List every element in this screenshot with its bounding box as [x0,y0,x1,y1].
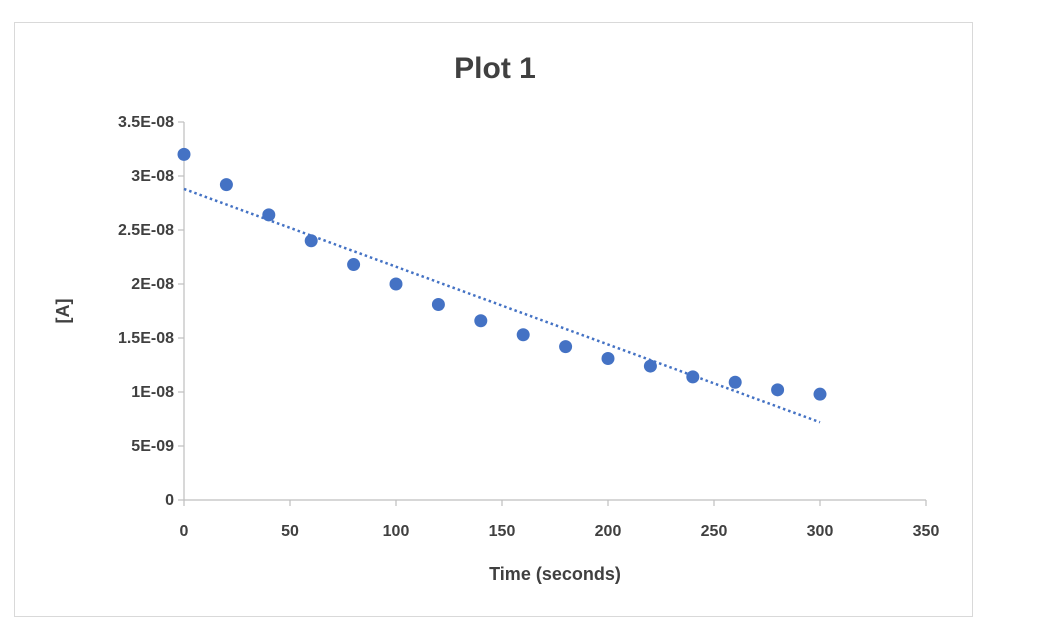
data-point [389,277,403,291]
x-tick-label: 100 [383,523,410,540]
data-point [516,328,530,342]
data-point [813,387,827,401]
data-point [177,147,191,161]
y-tick-label: 3.5E-08 [118,114,174,131]
x-axis-ticks: 0 50 100 150 200 250 300 350 [180,500,940,540]
x-tick-label: 250 [701,523,728,540]
data-point [559,340,573,354]
y-axis-label: [A] [53,299,73,324]
data-point [771,383,785,397]
y-tick-label: 5E-09 [131,438,174,455]
x-tick-label: 50 [281,523,299,540]
x-tick-label: 350 [913,523,940,540]
axes [183,122,926,501]
x-axis-label: Time (seconds) [489,564,621,584]
data-points [177,147,827,401]
y-axis-ticks: 0 5E-09 1E-08 1.5E-08 2E-08 2.5E-08 3E-08 3.5E-… [118,114,184,509]
y-tick-label: 0 [165,492,174,509]
data-point [643,359,657,373]
data-point [728,375,742,389]
y-tick-label: 2E-08 [131,276,174,293]
data-point [304,234,318,248]
x-tick-label: 200 [595,523,622,540]
data-point [601,352,615,366]
data-point [262,208,276,222]
data-point [686,370,700,384]
data-point [431,298,445,312]
data-point [347,258,361,272]
scatter-chart: Plot 1 0 5E-09 1E-08 1.5E-08 2E-08 2.5E-08 3E-… [53,52,940,584]
data-point [219,178,233,192]
data-point [474,314,488,328]
x-tick-label: 300 [807,523,834,540]
y-tick-label: 3E-08 [131,168,174,185]
y-tick-label: 1E-08 [131,384,174,401]
x-tick-label: 150 [489,523,516,540]
trendline [183,187,821,424]
y-tick-label: 1.5E-08 [118,330,174,347]
x-tick-label: 0 [180,523,189,540]
chart-frame: Plot 1 0 5E-09 1E-08 1.5E-08 2E-08 2.5E-08 3E-… [14,22,973,617]
y-tick-label: 2.5E-08 [118,222,174,239]
trendline-group [183,187,821,424]
chart-title: Plot 1 [454,52,536,85]
